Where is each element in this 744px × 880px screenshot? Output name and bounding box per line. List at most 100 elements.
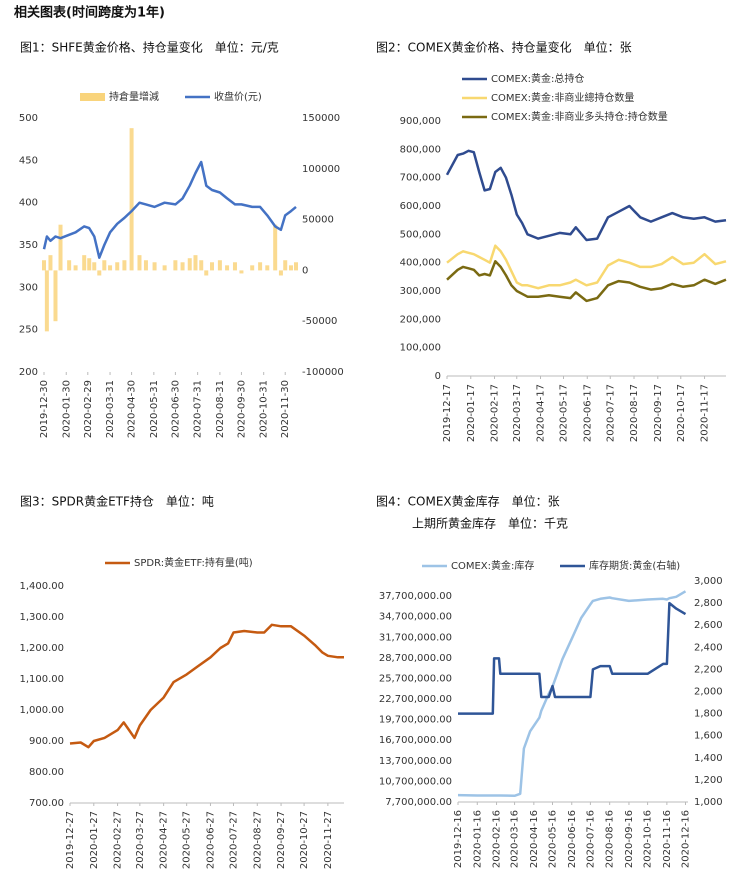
x-tick-label: 2020-03-16	[510, 810, 521, 868]
y2-tick-label: 2,600	[694, 620, 723, 631]
y-tick-label: 300,000	[400, 286, 441, 297]
x-tick-label: 2020-01-27	[89, 811, 100, 869]
y-tick-label: 22,700,000.00	[379, 694, 452, 705]
x-tick-label: 2020-08-31	[215, 380, 226, 438]
bar	[217, 260, 222, 271]
bar	[67, 260, 72, 271]
y-tick-label: 1,300.00	[19, 612, 64, 623]
bar	[73, 265, 78, 271]
x-tick-label: 2020-11-16	[662, 810, 673, 868]
legend-label: 库存期货:黄金(右轴)	[589, 559, 680, 572]
y2-tick-label: 1,400	[694, 753, 723, 764]
x-tick-label: 2019-12-17	[442, 384, 453, 442]
x-tick-label: 2020-06-30	[170, 380, 181, 438]
x-tick-label: 2020-11-17	[700, 384, 711, 442]
x-tick-label: 2020-10-31	[259, 380, 270, 438]
x-tick-label: 2020-09-27	[276, 811, 287, 869]
x-tick-label: 2020-02-17	[490, 384, 501, 442]
bar	[294, 262, 298, 271]
y2-tick-label: 0	[302, 265, 308, 276]
x-tick-label: 2020-09-17	[653, 384, 664, 442]
bar	[42, 260, 46, 271]
y-tick-label: 0	[435, 371, 441, 382]
legend-swatch	[80, 93, 105, 101]
x-tick-label: 2020-04-27	[159, 811, 170, 869]
bar	[258, 262, 263, 271]
y2-tick-label: 2,000	[694, 687, 723, 698]
y-tick-label: 1,200.00	[19, 643, 64, 654]
legend-label: COMEX:黄金:非商业總持仓数量	[491, 91, 634, 104]
x-tick-label: 2020-08-17	[629, 384, 640, 442]
x-tick-label: 2020-08-27	[252, 811, 263, 869]
bar	[187, 258, 192, 271]
y-tick-label: 800.00	[29, 767, 64, 778]
x-tick-label: 2019-12-16	[453, 810, 464, 868]
y2-tick-label: -50000	[302, 316, 337, 327]
bar	[162, 265, 167, 271]
x-tick-label: 2020-06-16	[567, 810, 578, 868]
legend-label: COMEX:黄金:非商业多头持仓:持仓数量	[491, 110, 668, 123]
y-tick-label: 10,700,000.00	[379, 776, 452, 787]
bar	[199, 260, 204, 271]
y-tick-label: 200,000	[400, 314, 441, 325]
x-tick-label: 2020-04-16	[529, 810, 540, 868]
chart-title: 图3：SPDR黄金ETF持仓 单位：吨	[20, 494, 214, 509]
y-tick-label: 900,000	[400, 116, 441, 127]
legend-label: COMEX:黄金:库存	[451, 559, 534, 572]
y-tick-label: 700,000	[400, 173, 441, 184]
y-tick-label: 200	[19, 367, 38, 378]
y2-tick-label: 50000	[302, 215, 334, 226]
bar	[108, 265, 113, 271]
chart-subtitle: 上期所黄金库存 单位：千克	[412, 516, 568, 531]
x-tick-label: 2020-01-17	[466, 384, 477, 442]
series-line	[446, 260, 727, 303]
bar	[152, 262, 157, 271]
x-tick-label: 2020-03-17	[512, 384, 523, 442]
y-tick-label: 250	[19, 325, 38, 336]
x-tick-label: 2020-11-27	[323, 811, 334, 869]
y-tick-label: 1,400.00	[19, 581, 64, 592]
x-tick-label: 2020-03-31	[105, 380, 116, 438]
chart-title: 图2：COMEX黄金价格、持仓量变化 单位：张	[376, 40, 632, 55]
y-tick-label: 13,700,000.00	[379, 756, 452, 767]
bar	[44, 270, 49, 332]
x-tick-label: 2019-12-27	[65, 811, 76, 869]
bar	[115, 262, 120, 271]
x-tick-label: 2020-03-27	[135, 811, 146, 869]
x-tick-label: 2020-02-29	[83, 380, 94, 438]
x-tick-label: 2020-06-17	[582, 384, 593, 442]
x-tick-label: 2020-04-17	[536, 384, 547, 442]
bar	[92, 262, 97, 271]
x-tick-label: 2020-02-27	[113, 811, 124, 869]
y-tick-label: 900.00	[29, 736, 64, 747]
chart-title: 图4：COMEX黄金库存 单位：张	[376, 494, 560, 509]
y-tick-label: 19,700,000.00	[379, 715, 452, 726]
y-tick-label: 700.00	[29, 798, 64, 809]
x-tick-label: 2020-10-27	[299, 811, 310, 869]
bar	[283, 260, 288, 271]
bar	[122, 260, 127, 271]
bar	[273, 224, 278, 271]
x-tick-label: 2020-06-27	[205, 811, 216, 869]
y-tick-label: 800,000	[400, 144, 441, 155]
y-tick-label: 500	[19, 113, 38, 124]
bar	[288, 265, 293, 271]
bar	[180, 262, 185, 271]
bar	[204, 270, 209, 276]
bar	[97, 270, 102, 276]
y-tick-label: 34,700,000.00	[379, 612, 452, 623]
series-line	[69, 623, 344, 749]
bar	[102, 260, 107, 271]
y2-tick-label: 3,000	[694, 576, 723, 587]
series-line	[458, 601, 687, 715]
bar	[278, 270, 283, 276]
bar	[137, 255, 142, 271]
bar	[143, 260, 148, 271]
series-line	[445, 149, 727, 242]
legend-label: COMEX:黄金:总持仓	[491, 72, 584, 85]
x-tick-label: 2020-07-16	[585, 810, 596, 868]
page-header: 相关图表(时间跨度为1年)	[14, 5, 165, 21]
x-tick-label: 2020-10-16	[643, 810, 654, 868]
bar	[225, 265, 230, 271]
